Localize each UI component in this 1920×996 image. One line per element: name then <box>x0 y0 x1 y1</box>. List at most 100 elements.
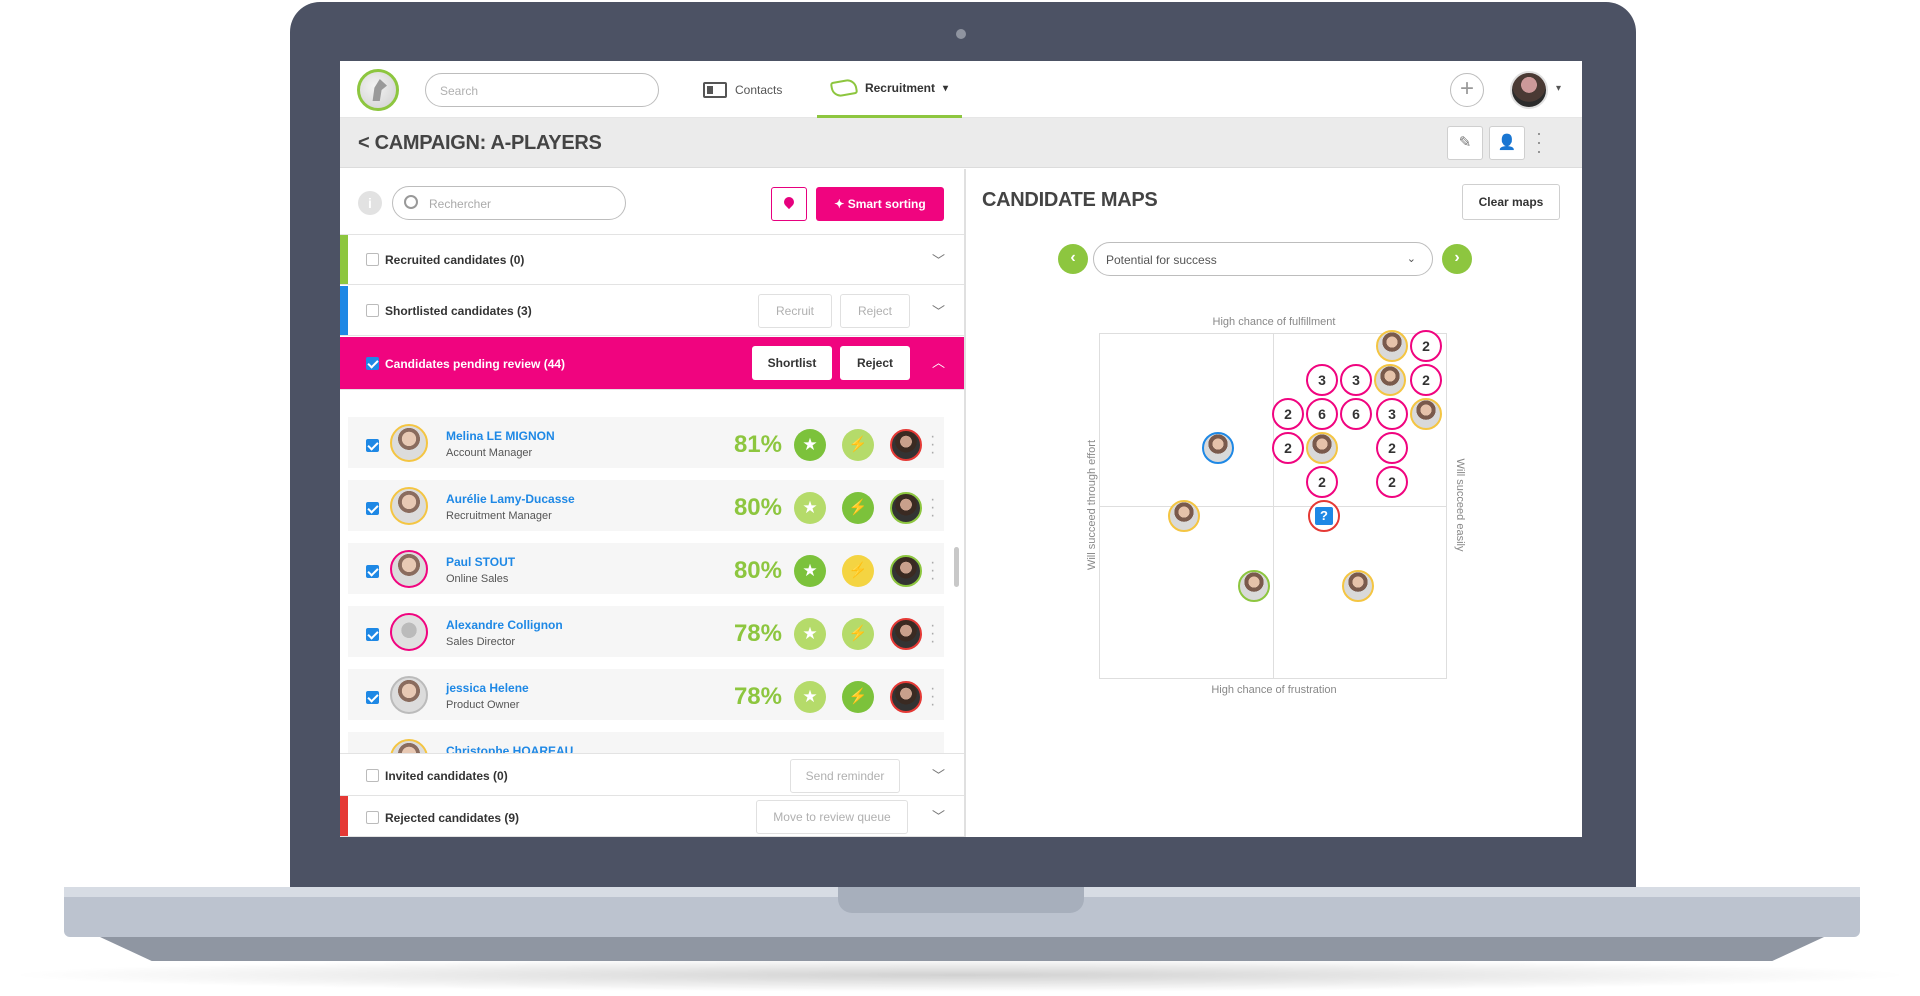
app-logo[interactable] <box>357 69 399 111</box>
manager-avatar <box>890 618 922 650</box>
candidates-panel: i Rechercher ✦ Smart sorting Recruited c… <box>340 169 966 837</box>
chevron-down-icon[interactable]: ﹀ <box>932 304 946 319</box>
laptop-notch <box>838 887 1084 913</box>
section-checkbox[interactable] <box>366 304 379 317</box>
more-options-icon[interactable]: · · · <box>930 428 936 461</box>
candidate-role: Account Manager <box>446 447 533 459</box>
cluster-marker[interactable]: 2 <box>1376 466 1408 498</box>
map-type-select[interactable]: Potential for success ⌄ <box>1093 242 1433 276</box>
avatar <box>390 424 428 462</box>
add-button[interactable]: + <box>1450 73 1484 107</box>
candidate-name[interactable]: jessica Helene <box>446 681 529 695</box>
more-options-icon[interactable]: · · · <box>930 554 936 587</box>
candidate-name[interactable]: Melina LE MIGNON <box>446 429 555 443</box>
next-map-button[interactable]: › <box>1442 244 1472 274</box>
contact-card-icon <box>703 81 727 98</box>
reject-button[interactable]: Reject <box>840 294 910 328</box>
section-checkbox[interactable] <box>366 811 379 824</box>
chevron-down-icon[interactable]: ▾ <box>1556 83 1562 94</box>
more-options-icon[interactable]: · · · <box>1536 123 1542 161</box>
more-options-icon[interactable]: · · · <box>930 617 936 650</box>
clear-maps-button[interactable]: Clear maps <box>1462 184 1560 220</box>
search-input[interactable]: Search <box>425 73 659 107</box>
scrollbar[interactable] <box>954 547 959 587</box>
section-rejected[interactable]: Rejected candidates (9) Move to review q… <box>340 796 964 837</box>
candidate-marker[interactable] <box>1376 330 1408 362</box>
laptop-shadow <box>0 958 1920 992</box>
previous-map-button[interactable]: ‹ <box>1058 244 1088 274</box>
candidate-name[interactable]: Christophe HOAREAU <box>446 744 574 753</box>
shortlist-button[interactable]: Shortlist <box>752 346 832 380</box>
axis-label-right: Will succeed easily <box>1454 458 1466 552</box>
candidate-name[interactable]: Alexandre Collignon <box>446 618 563 632</box>
more-options-icon[interactable]: · · · <box>930 491 936 524</box>
page-title[interactable]: < CAMPAIGN: A-PLAYERS <box>358 132 602 154</box>
candidate-checkbox[interactable] <box>366 439 379 452</box>
section-recruited[interactable]: Recruited candidates (0) ﹀ <box>340 235 964 285</box>
cluster-marker[interactable]: 2 <box>1306 466 1338 498</box>
candidate-row[interactable]: Christophe HOAREAU <box>348 732 944 753</box>
nav-contacts[interactable]: Contacts <box>703 61 782 118</box>
candidate-row[interactable]: Aurélie Lamy-Ducasse Recruitment Manager… <box>348 480 944 537</box>
move-to-review-queue-button[interactable]: Move to review queue <box>756 800 908 834</box>
candidate-row[interactable]: jessica Helene Product Owner 78% ★ ⚡ · · · <box>348 669 944 726</box>
candidate-marker[interactable] <box>1374 364 1406 396</box>
candidate-name[interactable]: Paul STOUT <box>446 555 516 569</box>
top-bar: Search Contacts Recruitment ▾ + ▾ <box>340 61 1582 118</box>
candidate-checkbox[interactable] <box>366 565 379 578</box>
candidate-name[interactable]: Aurélie Lamy-Ducasse <box>446 492 575 506</box>
reject-button[interactable]: Reject <box>840 346 910 380</box>
candidate-marker[interactable] <box>1410 398 1442 430</box>
send-reminder-button[interactable]: Send reminder <box>790 759 900 793</box>
candidate-row[interactable]: Melina LE MIGNON Account Manager 81% ★ ⚡… <box>348 417 944 474</box>
match-score: 80% <box>733 557 782 584</box>
section-shortlisted[interactable]: Shortlisted candidates (3) Recruit Rejec… <box>340 286 964 336</box>
nav-recruitment[interactable]: Recruitment ▾ <box>817 61 962 118</box>
avatar <box>390 613 428 651</box>
candidate-checkbox[interactable] <box>366 502 379 515</box>
more-options-icon[interactable]: · · · <box>930 680 936 713</box>
cluster-marker[interactable]: 2 <box>1272 398 1304 430</box>
smart-sorting-button[interactable]: ✦ Smart sorting <box>816 187 944 221</box>
candidate-row[interactable]: Alexandre Collignon Sales Director 78% ★… <box>348 606 944 663</box>
section-checkbox[interactable] <box>366 769 379 782</box>
horizontal-axis <box>1100 506 1446 507</box>
cluster-marker[interactable]: 6 <box>1306 398 1338 430</box>
section-pending-review[interactable]: Candidates pending review (44) Shortlist… <box>340 337 964 390</box>
unknown-candidate-marker[interactable]: ? <box>1308 500 1340 532</box>
cluster-marker[interactable]: 2 <box>1410 364 1442 396</box>
candidate-marker[interactable] <box>1306 432 1338 464</box>
cluster-marker[interactable]: 6 <box>1340 398 1372 430</box>
chevron-down-icon[interactable]: ﹀ <box>932 768 946 783</box>
recruit-button[interactable]: Recruit <box>758 294 832 328</box>
candidate-checkbox[interactable] <box>366 628 379 641</box>
chevron-down-icon[interactable]: ﹀ <box>932 809 946 824</box>
section-checkbox[interactable] <box>366 357 379 370</box>
nav-contacts-label: Contacts <box>735 82 783 97</box>
cluster-marker[interactable]: 3 <box>1376 398 1408 430</box>
info-icon[interactable]: i <box>358 191 382 215</box>
chevron-up-icon[interactable]: ︿ <box>932 355 946 370</box>
candidate-search-input[interactable]: Rechercher <box>392 186 626 220</box>
cluster-marker[interactable]: 2 <box>1410 330 1442 362</box>
cluster-marker[interactable]: 3 <box>1340 364 1372 396</box>
add-user-button[interactable]: 👤 <box>1489 126 1525 160</box>
candidate-marker[interactable] <box>1168 500 1200 532</box>
candidate-role: Recruitment Manager <box>446 510 552 522</box>
section-checkbox[interactable] <box>366 253 379 266</box>
user-avatar[interactable] <box>1510 71 1548 109</box>
manager-avatar <box>890 429 922 461</box>
section-invited[interactable]: Invited candidates (0) Send reminder ﹀ <box>340 753 964 796</box>
candidate-marker[interactable] <box>1202 432 1234 464</box>
candidate-checkbox[interactable] <box>366 691 379 704</box>
edit-button[interactable]: ✎ <box>1447 126 1483 160</box>
section-label: Recruited candidates (0) <box>385 253 525 267</box>
chevron-down-icon[interactable]: ﹀ <box>932 253 946 268</box>
candidate-row[interactable]: Paul STOUT Online Sales 80% ★ ⚡ · · · <box>348 543 944 600</box>
cluster-marker[interactable]: 3 <box>1306 364 1338 396</box>
candidate-marker[interactable] <box>1238 570 1270 602</box>
cluster-marker[interactable]: 2 <box>1376 432 1408 464</box>
candidate-marker[interactable] <box>1342 570 1374 602</box>
location-pin-button[interactable] <box>771 187 807 221</box>
cluster-marker[interactable]: 2 <box>1272 432 1304 464</box>
